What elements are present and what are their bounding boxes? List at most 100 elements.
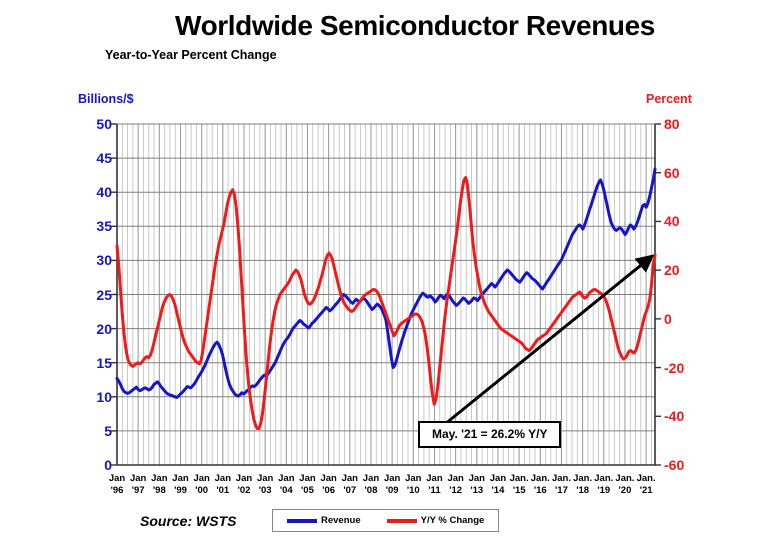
x-tick-month: Jan xyxy=(468,473,485,484)
x-axis-tick: Jan '09 xyxy=(384,473,400,496)
x-axis-tick: Jan '06 xyxy=(320,473,336,496)
x-tick-year: '11 xyxy=(428,484,441,496)
x-axis-tick: Jan '10 xyxy=(405,473,421,496)
y-axis-left-tick: 25 xyxy=(96,286,112,303)
x-tick-month: Jan xyxy=(341,473,358,484)
x-tick-month: Jan xyxy=(129,473,147,484)
x-axis-tick: Jan '08 xyxy=(363,473,379,496)
x-tick-month: Jan xyxy=(362,473,380,484)
y-axis-left-tick: 45 xyxy=(96,150,112,167)
x-tick-month: Jan xyxy=(214,473,231,484)
x-axis-tick: Jan '97 xyxy=(130,473,146,496)
x-tick-year: '04 xyxy=(279,484,293,496)
x-tick-year: '16 xyxy=(533,484,547,496)
legend-item-yy-change: Y/Y % Change xyxy=(386,515,485,526)
x-tick-year: '12 xyxy=(449,484,463,496)
x-tick-year: '07 xyxy=(343,484,357,496)
x-axis-tick: Jan '00 xyxy=(193,473,209,496)
y-axis-left-tick: 35 xyxy=(96,218,112,235)
legend-swatch-yy-change xyxy=(386,518,417,523)
x-axis-tick: Jan. '18 xyxy=(573,473,592,496)
x-tick-month: Jan. xyxy=(636,473,656,484)
y-axis-right-tick: 20 xyxy=(664,262,680,279)
x-tick-month: Jan xyxy=(489,473,507,484)
x-axis-tick: Jan '01 xyxy=(215,473,231,496)
x-tick-year: '09 xyxy=(385,484,399,496)
legend-swatch-revenue xyxy=(287,518,317,523)
x-tick-month: Jan. xyxy=(551,473,571,484)
x-tick-year: '01 xyxy=(216,484,230,496)
y-axis-left-tick: 0 xyxy=(104,457,112,473)
x-tick-year: '20 xyxy=(618,484,632,496)
x-tick-month: Jan xyxy=(172,473,189,484)
x-tick-year: '13 xyxy=(470,484,484,496)
y-axis-right-tick: -40 xyxy=(664,408,685,425)
y-axis-left-tick: 10 xyxy=(96,388,112,405)
x-tick-year: '05 xyxy=(301,484,314,496)
x-axis-tick: Jan '96 xyxy=(109,473,125,496)
x-axis-tick: Jan '05 xyxy=(299,473,315,496)
x-tick-year: '10 xyxy=(406,484,420,496)
x-axis-tick: Jan. '15 xyxy=(510,473,529,496)
x-tick-year: '98 xyxy=(152,484,166,496)
x-axis-tick: Jan '07 xyxy=(342,473,358,496)
x-axis-tick: Jan. '21 xyxy=(637,473,656,496)
y-axis-right-tick: 60 xyxy=(664,164,680,181)
x-tick-year: '21 xyxy=(639,484,653,496)
x-tick-month: Jan. xyxy=(509,473,529,484)
page-title: Worldwide Semiconductor Revenues xyxy=(175,10,655,41)
y-axis-right-tick: 80 xyxy=(664,116,680,132)
page-subtitle: Year-to-Year Percent Change xyxy=(105,48,277,62)
x-tick-year: '18 xyxy=(576,484,590,496)
x-axis-tick: Jan. '17 xyxy=(552,473,571,496)
x-axis-tick: Jan '02 xyxy=(236,473,252,496)
source-note: Source: WSTS xyxy=(140,513,237,529)
y-axis-right-tick: 0 xyxy=(664,310,672,327)
right-axis-title: Percent xyxy=(646,92,692,106)
x-tick-month: Jan xyxy=(151,473,168,484)
x-tick-month: Jan. xyxy=(594,473,614,484)
legend-label-yy-change: Y/Y % Change xyxy=(420,515,485,526)
x-tick-month: Jan xyxy=(320,473,337,484)
annotation-callout: May. '21 = 26.2% Y/Y xyxy=(418,421,562,448)
x-tick-year: '08 xyxy=(364,484,378,496)
x-axis-tick: Jan '14 xyxy=(490,473,506,496)
x-tick-month: Jan xyxy=(193,473,210,484)
x-tick-month: Jan. xyxy=(615,473,635,484)
x-tick-year: '96 xyxy=(110,484,124,496)
x-tick-year: '97 xyxy=(131,484,145,496)
legend-item-revenue: Revenue xyxy=(287,515,361,526)
x-tick-year: '00 xyxy=(195,484,209,496)
y-axis-left-tick: 40 xyxy=(96,184,112,201)
y-axis-right-tick: 40 xyxy=(664,213,680,230)
x-tick-year: '19 xyxy=(597,484,611,496)
x-tick-month: Jan. xyxy=(530,473,550,484)
x-tick-year: '15 xyxy=(512,484,526,496)
y-axis-left-tick: 30 xyxy=(96,252,112,269)
x-tick-month: Jan xyxy=(108,473,126,484)
legend-label-revenue: Revenue xyxy=(321,515,361,526)
x-tick-month: Jan xyxy=(447,473,464,484)
x-tick-month: Jan. xyxy=(573,473,593,484)
x-axis-tick: Jan. '16 xyxy=(531,473,550,496)
x-tick-year: '06 xyxy=(322,484,336,496)
left-axis-title: Billions/$ xyxy=(78,92,134,106)
chart-legend: Revenue Y/Y % Change xyxy=(272,509,500,532)
x-axis-tick: Jan '99 xyxy=(172,473,188,496)
y-axis-left-tick: 15 xyxy=(96,354,112,371)
x-axis-tick: Jan. '20 xyxy=(615,473,634,496)
x-axis-tick: Jan. '19 xyxy=(594,473,613,496)
y-axis-left-tick: 50 xyxy=(96,116,112,132)
x-tick-year: '17 xyxy=(555,484,568,496)
x-tick-year: '02 xyxy=(237,484,251,496)
x-axis-tick: Jan '98 xyxy=(151,473,167,496)
x-tick-month: Jan xyxy=(405,473,422,484)
x-axis-tick: Jan '12 xyxy=(447,473,463,496)
y-axis-left-tick: 20 xyxy=(96,320,112,337)
x-axis-tick: Jan '04 xyxy=(278,473,294,496)
x-tick-year: '03 xyxy=(258,484,272,496)
x-axis-tick: Jan '13 xyxy=(469,473,485,496)
